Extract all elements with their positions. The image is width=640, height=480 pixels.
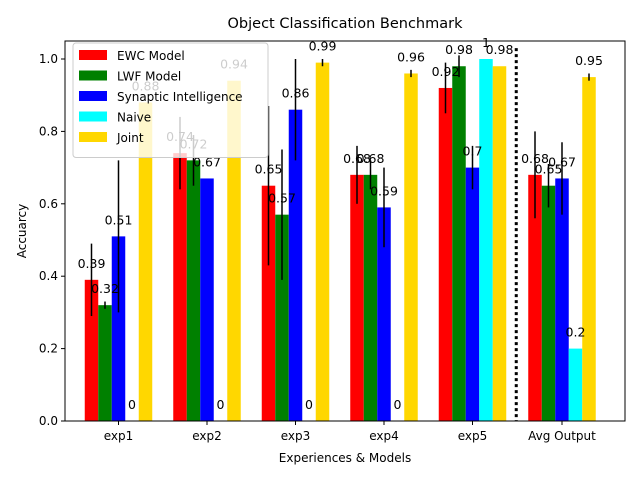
x-axis-label: Experiences & Models bbox=[279, 451, 411, 465]
bar-value-label: 0.98 bbox=[486, 42, 514, 57]
bar bbox=[541, 185, 556, 421]
legend-entry: Naive bbox=[117, 111, 151, 125]
bar bbox=[350, 174, 364, 421]
bar-value-label: 0.65 bbox=[255, 162, 283, 177]
plot-frame bbox=[64, 40, 626, 422]
bar-value-label: 0.57 bbox=[268, 191, 296, 206]
legend-swatch bbox=[79, 111, 107, 122]
bar bbox=[98, 305, 112, 421]
bar bbox=[138, 102, 153, 421]
legend-swatch bbox=[79, 70, 107, 81]
bar bbox=[261, 185, 276, 421]
legend-entry: Synaptic Intelligence bbox=[117, 90, 243, 104]
bar bbox=[492, 66, 507, 422]
bar bbox=[227, 80, 241, 421]
y-tick-label: 0.6 bbox=[39, 197, 58, 211]
bar-value-label: 0.92 bbox=[432, 64, 460, 79]
legend-entry: Joint bbox=[116, 131, 144, 145]
y-tick-label: 0.2 bbox=[39, 342, 58, 356]
legend: EWC Model LWF Model Synaptic Intelligence N… bbox=[72, 42, 269, 158]
plot-area: 0.390.740.650.680.920.680.320.720.570.68… bbox=[78, 35, 603, 422]
bar bbox=[582, 77, 596, 421]
bar-value-label: 0.39 bbox=[78, 256, 106, 271]
bar-value-label: 0.98 bbox=[445, 42, 473, 57]
y-axis: 0.0 0.2 0.4 0.6 0.8 1.0 bbox=[39, 52, 65, 428]
legend-swatch bbox=[79, 91, 107, 101]
y-tick-label: 0.8 bbox=[39, 124, 58, 138]
bar-value-label: 0.95 bbox=[575, 53, 603, 68]
bar-value-label: 0.86 bbox=[282, 86, 310, 101]
bar-value-label: 0.2 bbox=[566, 325, 586, 340]
x-tick-label: exp3 bbox=[281, 429, 311, 443]
bar-value-label: 0.67 bbox=[548, 154, 576, 169]
bar-value-label: 0.68 bbox=[521, 151, 549, 166]
bar bbox=[186, 160, 201, 422]
legend-entry: LWF Model bbox=[117, 70, 181, 84]
bar-value-label: 0 bbox=[305, 397, 313, 412]
bar bbox=[465, 167, 480, 421]
bar bbox=[555, 178, 569, 421]
bar bbox=[111, 236, 126, 421]
x-axis: exp1 exp2 exp3 exp4 exp5 Avg Output bbox=[104, 421, 596, 443]
y-tick-label: 0.4 bbox=[39, 269, 58, 283]
bar-value-label: 0.68 bbox=[357, 151, 385, 166]
legend-entry: EWC Model bbox=[117, 49, 185, 63]
bar bbox=[84, 279, 99, 421]
y-tick-label: 0.0 bbox=[39, 414, 58, 428]
bar-value-label: 0.32 bbox=[91, 281, 119, 296]
bar-value-label: 0.96 bbox=[397, 49, 425, 64]
legend-box bbox=[72, 42, 269, 158]
bar-value-label: 0 bbox=[128, 397, 136, 412]
x-tick-label: exp2 bbox=[192, 429, 222, 443]
bar bbox=[377, 207, 391, 421]
legend-swatch bbox=[79, 50, 107, 60]
bar bbox=[404, 73, 418, 421]
bar-value-label: 0.99 bbox=[309, 39, 337, 54]
bar bbox=[200, 178, 214, 421]
bar bbox=[363, 174, 378, 421]
bar bbox=[452, 66, 466, 422]
x-tick-label: exp5 bbox=[458, 429, 488, 443]
bar bbox=[438, 87, 453, 422]
bar-value-label: 0 bbox=[217, 397, 225, 412]
bar bbox=[479, 59, 493, 421]
bar-value-label: 0.51 bbox=[105, 212, 133, 227]
bar-value-label: 1 bbox=[482, 35, 490, 50]
bar-value-label: 0.67 bbox=[193, 154, 221, 169]
bar bbox=[528, 174, 542, 421]
x-tick-label: exp1 bbox=[104, 429, 134, 443]
bar-value-label: 0.65 bbox=[535, 162, 563, 177]
y-axis-label: Accuarcy bbox=[15, 204, 29, 259]
legend-swatch bbox=[79, 132, 107, 142]
x-tick-label: Avg Output bbox=[528, 429, 596, 443]
bar bbox=[568, 348, 583, 421]
bar-value-label: 0.68 bbox=[343, 151, 371, 166]
bar bbox=[288, 109, 303, 422]
bar bbox=[315, 62, 330, 422]
bar-value-label: 0 bbox=[394, 397, 402, 412]
bar bbox=[275, 214, 289, 421]
chart-title: Object Classification Benchmark bbox=[228, 16, 464, 32]
bar bbox=[173, 153, 187, 421]
y-tick-label: 1.0 bbox=[39, 52, 58, 66]
x-tick-label: exp4 bbox=[369, 429, 399, 443]
bar-value-label: 0.59 bbox=[370, 183, 398, 198]
bar-value-label: 0.7 bbox=[463, 144, 483, 159]
